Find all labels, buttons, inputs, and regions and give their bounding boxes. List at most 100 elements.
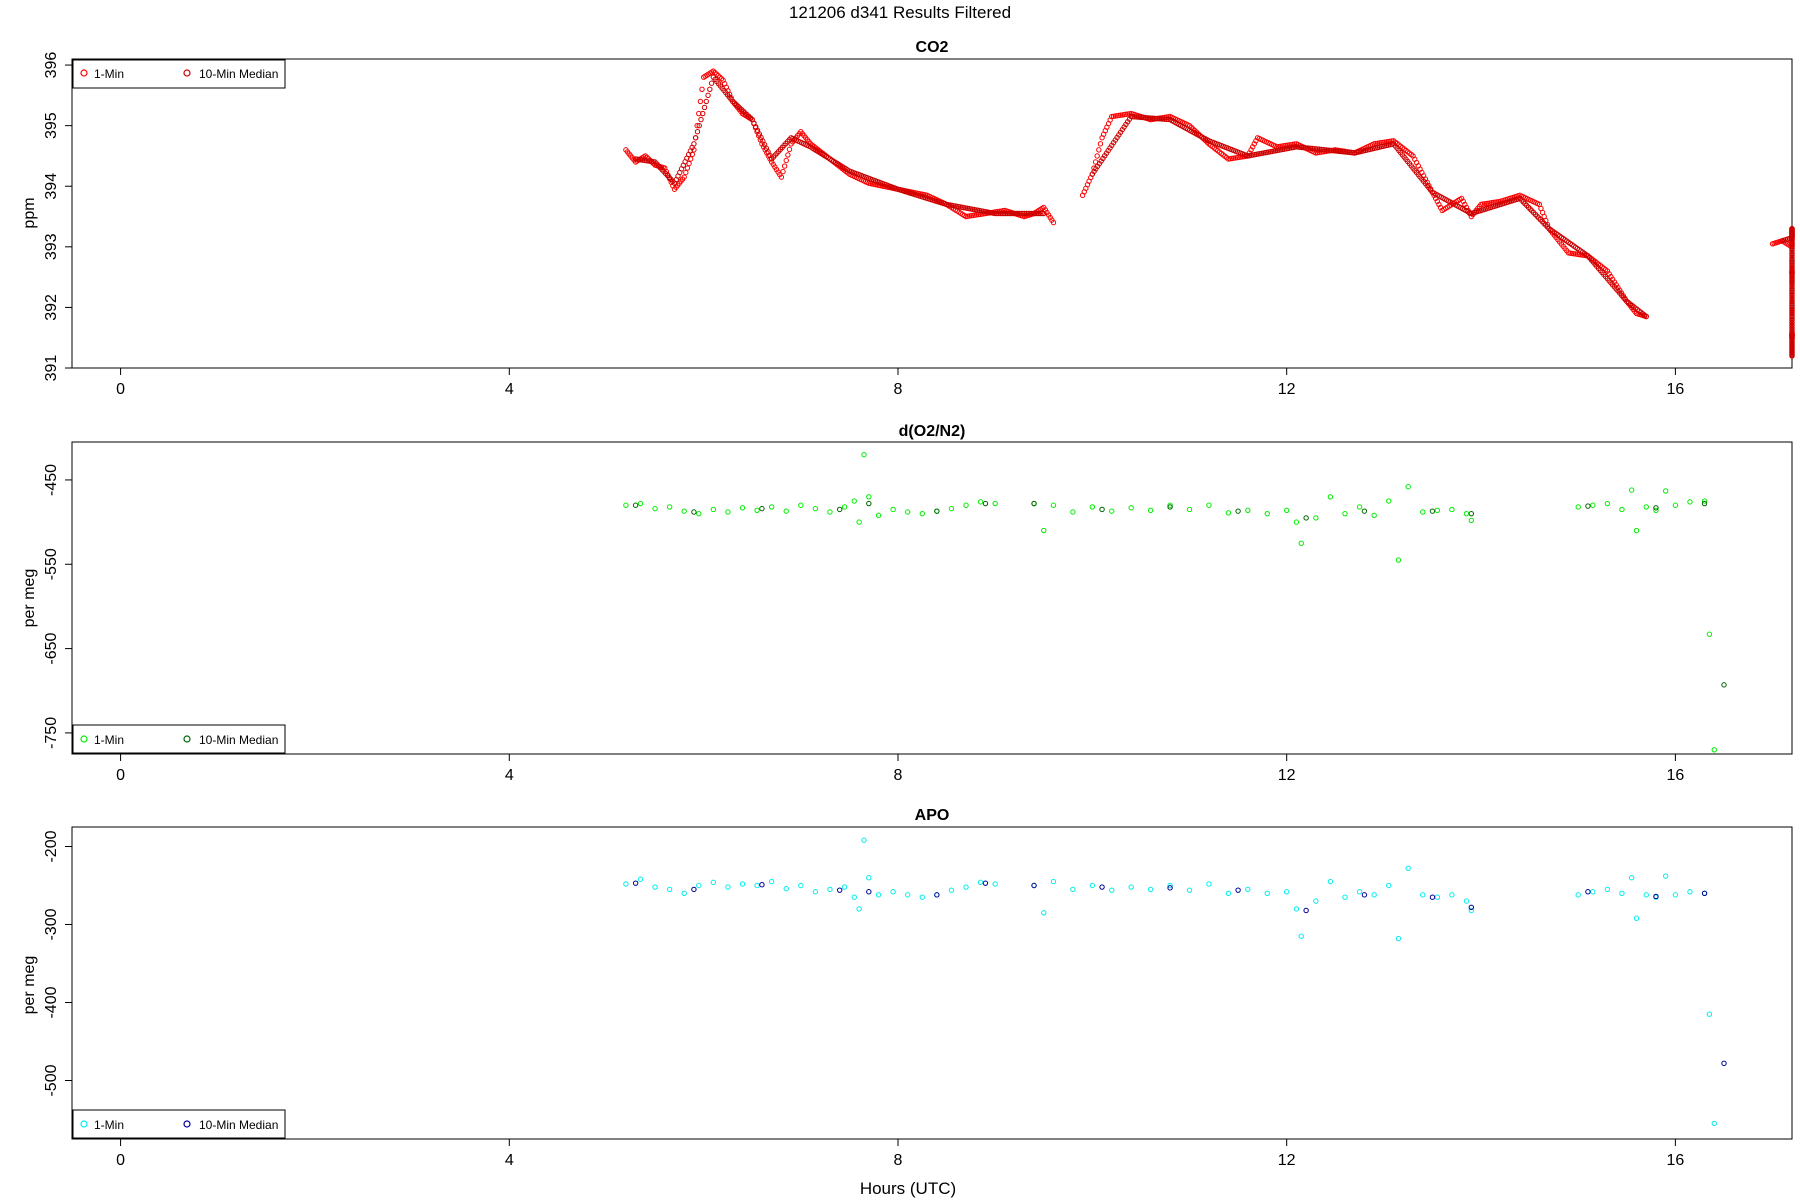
x-axis-label: Hours (UTC) — [860, 1179, 956, 1198]
co2-median-point — [1027, 210, 1033, 217]
co2-one-min-point — [778, 174, 785, 180]
apo-median-point — [1303, 907, 1309, 914]
co2-median-point — [1789, 290, 1795, 296]
co2-median-point — [1013, 210, 1019, 217]
o2n2-one-min-point — [919, 510, 925, 517]
o2n2-one-min-point — [1298, 540, 1304, 546]
o2n2-one-min-point — [1186, 506, 1193, 513]
apo-one-min-point — [1619, 890, 1625, 896]
apo-legend: 1-Min 10-Min Median — [72, 1109, 286, 1139]
o2n2-median-point — [982, 500, 989, 507]
apo-median-point — [632, 880, 639, 886]
apo-one-min-point — [1313, 898, 1319, 904]
apo-one-min-point — [1206, 881, 1212, 887]
o2n2-median-point — [632, 502, 639, 508]
apo-y-tick-label: -200 — [43, 830, 60, 862]
co2-median-point — [1135, 114, 1141, 120]
o2n2-one-min-point — [681, 508, 687, 514]
o2n2-one-min-point — [1245, 507, 1251, 514]
co2-median-point — [1146, 115, 1152, 121]
co2-legend: 1-Min 10-Min Median — [72, 59, 286, 89]
apo-y-tick-label: -300 — [43, 908, 60, 940]
o2n2-median-point — [1429, 508, 1436, 514]
co2-median-point — [1789, 315, 1795, 321]
o2n2-x-tick-label: 16 — [1666, 767, 1684, 784]
co2-median-point — [1011, 210, 1017, 217]
o2n2-one-min-point — [768, 504, 775, 510]
co2-median-point — [1789, 235, 1795, 242]
co2-x-tick-label: 16 — [1666, 381, 1684, 398]
co2-median-point — [691, 141, 697, 147]
co2-median-point — [1020, 210, 1026, 217]
co2-median-point — [1155, 115, 1161, 122]
o2n2-one-min-point — [1089, 504, 1096, 510]
co2-median-point — [1789, 297, 1795, 304]
o2n2-median-point — [1303, 515, 1309, 521]
co2-one-min-point — [785, 152, 791, 158]
apo-one-min-point — [1687, 889, 1693, 895]
apo-one-min-point — [1109, 887, 1115, 893]
o2n2-one-min-point — [696, 510, 702, 517]
co2-one-min-point — [1094, 153, 1100, 159]
apo-x-tick-label: 12 — [1278, 1152, 1296, 1169]
o2n2-median-point — [934, 508, 940, 514]
co2-median-point — [1025, 210, 1031, 217]
co2-y-tick-label: 391 — [43, 355, 60, 382]
apo-median-point — [1585, 889, 1591, 895]
apo-one-min-point — [1386, 882, 1392, 889]
apo-one-min-point — [812, 889, 819, 895]
o2n2-one-min-point — [1575, 504, 1581, 510]
o2n2-one-min-point — [1356, 504, 1363, 510]
apo-y-tick-label: -500 — [43, 1064, 60, 1096]
apo-one-min-point — [1468, 907, 1475, 914]
o2n2-one-min-point — [1327, 494, 1334, 500]
o2n2-one-min-point — [783, 508, 789, 514]
o2n2-one-min-point — [1128, 505, 1134, 511]
o2n2-y-tick-label: -550 — [43, 548, 60, 580]
co2-median-point — [1789, 273, 1795, 279]
co2-median-point — [1156, 116, 1163, 122]
apo-one-min-point — [1327, 878, 1334, 885]
co2-one-min-point — [697, 98, 704, 105]
o2n2-one-min-point — [1313, 515, 1319, 521]
o2n2-one-min-point — [977, 499, 984, 505]
co2-median-point — [1160, 116, 1166, 122]
apo-median-point — [1429, 894, 1436, 900]
co2-median-point — [1789, 248, 1795, 254]
apo-one-min-point — [1395, 935, 1402, 942]
co2-one-min-point — [1050, 219, 1057, 226]
figure-title: 121206 d341 Results Filtered — [789, 3, 1011, 22]
apo-one-min-point — [890, 889, 896, 895]
o2n2-one-min-point — [1628, 487, 1635, 493]
apo-legend-label-median: 10-Min Median — [199, 1118, 278, 1132]
co2-median-point — [1789, 300, 1795, 306]
o2n2-one-min-point — [1147, 507, 1154, 514]
o2n2-median-point — [1031, 500, 1037, 507]
o2n2-x-tick-label: 0 — [116, 767, 125, 784]
co2-y-tick-label: 395 — [43, 112, 60, 139]
o2n2-axes: 0 4 8 12 16 -750 -650 -550 -450 — [43, 464, 1684, 784]
co2-x-tick-label: 4 — [505, 381, 514, 398]
apo-one-min-point — [652, 884, 658, 890]
co2-median-point — [708, 80, 715, 86]
apo-one-min-point — [696, 882, 702, 889]
co2-median-point — [1789, 305, 1795, 311]
o2n2-one-min-point — [861, 451, 867, 458]
o2n2-legend-marker-median — [183, 735, 191, 743]
co2-median-point — [1789, 228, 1795, 234]
co2-median-point — [1789, 230, 1795, 237]
apo-one-min-point — [827, 886, 833, 893]
co2-median-point — [1149, 115, 1156, 121]
o2n2-one-min-point — [754, 507, 760, 514]
apo-one-min-point — [841, 884, 848, 890]
co2-median-point — [1165, 116, 1172, 123]
apo-one-min-point — [1706, 1011, 1713, 1017]
apo-median-point — [1653, 893, 1659, 900]
o2n2-one-min-point — [905, 509, 911, 515]
apo-one-min-point — [1405, 865, 1411, 872]
co2-one-min-point — [694, 122, 700, 129]
apo-axes: 0 4 8 12 16 -500 -400 -300 -200 — [43, 830, 1684, 1169]
apo-one-min-point — [623, 881, 629, 887]
apo-median-point — [836, 887, 843, 893]
o2n2-one-min-point — [1395, 557, 1402, 563]
